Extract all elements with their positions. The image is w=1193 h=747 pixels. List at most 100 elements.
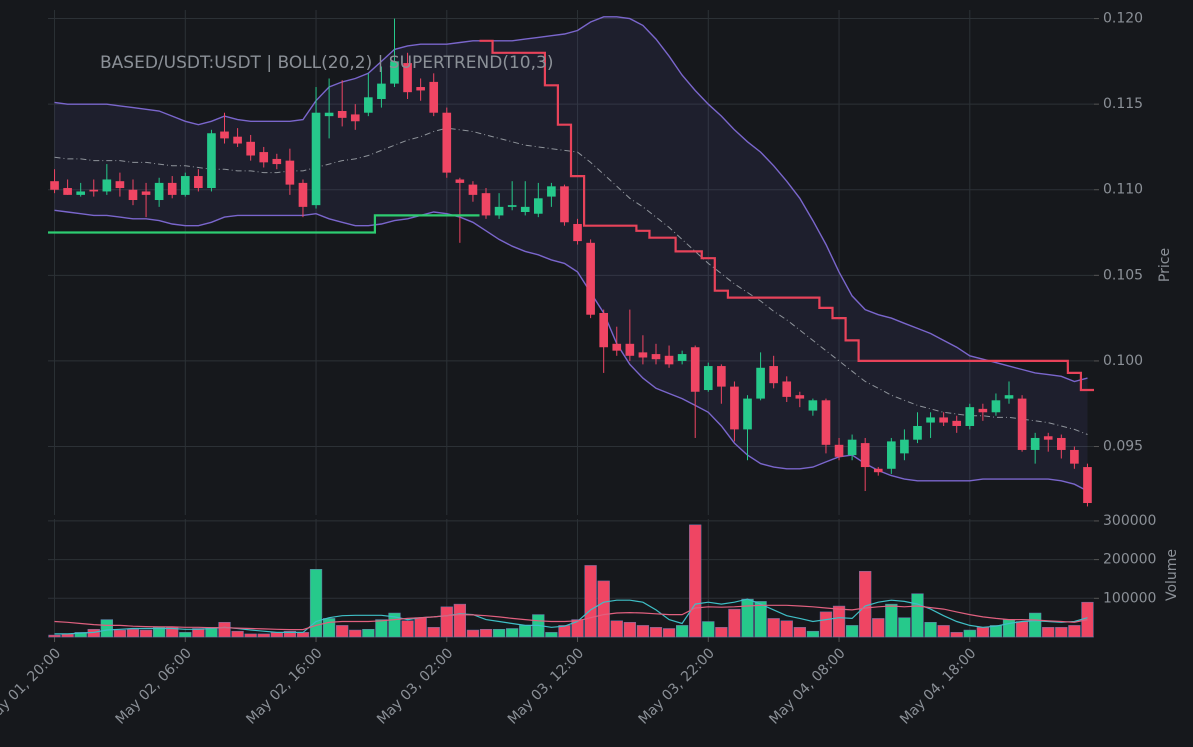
candle-body [769,366,778,384]
candle-body [795,395,805,399]
volume-bar [257,633,270,638]
candle-body [337,111,347,118]
volume-bar [702,621,715,638]
volume-bar [689,524,702,638]
candle-body [259,152,269,163]
volume-bar [597,580,610,638]
candle-body [364,97,373,113]
candle-body [442,112,452,173]
volume-bar [623,622,636,638]
candle-body [272,158,282,165]
volume-bar [950,632,963,638]
volume-bar [440,606,453,638]
candle-body [756,367,765,399]
supertrend [48,214,480,234]
volume-bar [584,565,597,638]
candle-body [285,160,295,185]
volume-bar [48,634,61,638]
y-tick-label: 0.095 [1103,439,1143,455]
candle-body [1056,437,1066,450]
candle-body [207,133,216,189]
volume-bar [388,612,401,638]
volume-bar [126,629,140,638]
candle-body [494,206,504,216]
volume-bar [506,628,519,638]
candle-body [743,398,752,430]
candle-body [887,441,896,469]
volume-bar [296,632,310,638]
candle-body [651,354,661,360]
candle-body [847,439,857,456]
volume-bar [244,633,257,638]
candle-body [952,420,962,426]
volume-bar [649,627,663,638]
volume-bar [610,620,623,638]
y-tick-label: 0.115 [1103,96,1143,112]
candle-body [390,61,399,84]
volume-bar [976,627,989,638]
volume-bar [911,593,924,638]
candle-body [167,182,177,195]
candle-body [102,179,112,192]
candle-body [63,188,72,195]
volume-bar [859,570,872,638]
volume-bar [231,630,244,638]
volume-bar [401,620,414,638]
candle-body [455,179,465,183]
volume-bar [113,629,127,638]
candle-body [717,366,726,387]
y-tick-label: 0.100 [1103,353,1143,369]
volume-bar [728,608,741,638]
candle-body [76,191,86,195]
volume-bar [989,625,1003,638]
volume-bar [453,603,466,638]
y-axis-label: Price [1157,248,1173,282]
candle-body [533,198,543,214]
supertrend [479,39,1094,392]
candle-body [1070,449,1079,464]
candle-body [638,352,648,358]
candle-body [703,366,713,391]
volume-bar [1055,627,1068,638]
candle-body [233,136,242,144]
candle-body [520,206,530,212]
volume-bar [375,619,388,638]
candle-body [1004,395,1014,399]
candle-body [311,112,321,206]
candle-body [377,83,386,100]
candle-body [115,181,125,189]
volume-bar [662,628,676,638]
candle-body [507,205,517,207]
grid [48,10,1099,642]
volume-bar [754,601,767,638]
volume-bar [427,627,440,638]
volume-bar [270,632,283,638]
volume-bar [793,627,806,638]
volume-bar [179,632,192,638]
volume-bar [1029,612,1042,638]
volume-bar [937,625,950,638]
chart-title: BASED/USDT:USDT | BOLL(20,2) | SUPERTREN… [100,53,553,73]
candle-body [586,242,595,315]
volume-axis-label: Volume [1164,549,1180,601]
candle-body [1017,398,1027,450]
candle-body [128,189,138,201]
volume-bar [322,618,336,638]
volume-bar [349,629,362,638]
candle-body [900,439,909,454]
candle-body [808,400,818,411]
volume-bar [636,625,650,638]
volume-bar [780,620,793,638]
volume-bar [806,630,820,638]
candle-body [180,176,190,195]
candle-body [324,112,334,117]
candle-body [939,417,948,423]
candle-body [1083,467,1092,504]
candle-body [599,313,609,348]
candle-body [194,176,203,189]
volume-bar [283,630,297,638]
volume-bar [832,605,846,638]
candle-body [873,468,883,473]
candle-body [978,408,988,413]
volume-tick-label: 200000 [1103,552,1156,568]
